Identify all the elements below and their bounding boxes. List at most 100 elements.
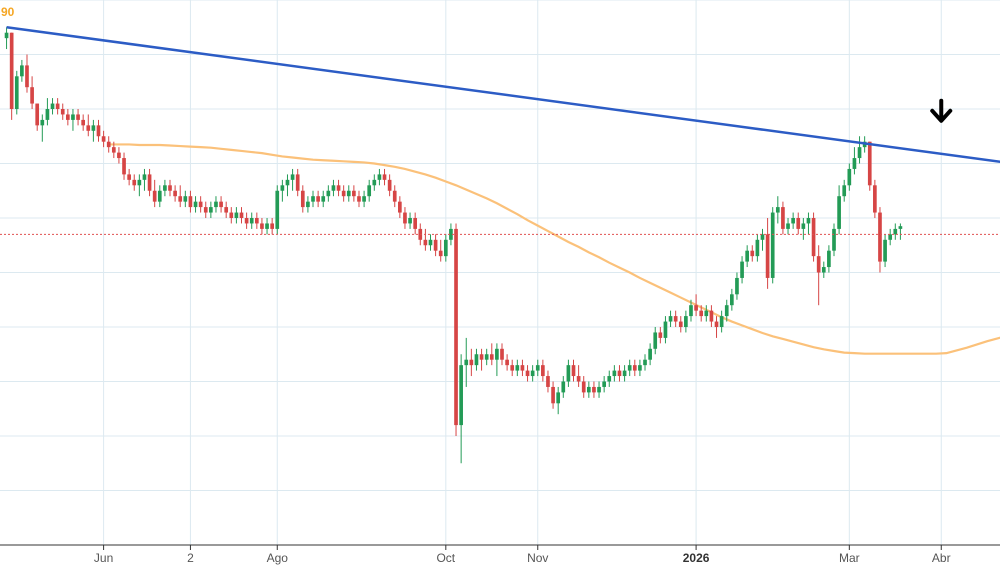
- candle-body: [35, 103, 40, 126]
- candle-body: [280, 185, 285, 191]
- candle-body: [719, 316, 724, 327]
- candle-body: [316, 196, 320, 202]
- candle-body: [285, 179, 290, 186]
- candle-body: [321, 196, 326, 202]
- candle-body: [96, 125, 101, 137]
- candle-body: [464, 359, 469, 366]
- candle-body: [525, 370, 530, 377]
- candle-body: [775, 207, 780, 213]
- candle-body: [352, 190, 356, 197]
- candle-body: [684, 316, 688, 327]
- candle-body: [433, 239, 438, 251]
- candle-body: [786, 223, 790, 229]
- candle-body: [173, 190, 177, 197]
- candle-body: [821, 267, 826, 273]
- candle-body: [520, 365, 525, 371]
- candles-layer: [4, 27, 903, 464]
- candle-body: [117, 152, 121, 159]
- x-tick-label: Oct: [436, 551, 455, 565]
- candle-body: [663, 321, 668, 338]
- candle-body: [403, 212, 407, 224]
- candle-body: [147, 174, 152, 191]
- candle-body: [551, 386, 555, 404]
- candle-body: [653, 332, 658, 349]
- candle-body: [392, 190, 397, 202]
- candle-body: [694, 305, 698, 311]
- candle-body: [101, 136, 106, 142]
- candle-body: [413, 218, 418, 229]
- candle-body: [219, 201, 223, 208]
- candle-body: [198, 201, 203, 208]
- moving-average-line: [108, 143, 1000, 355]
- candle-body: [489, 354, 494, 360]
- candle-body: [372, 179, 377, 186]
- candle-body: [214, 201, 218, 208]
- candle-body: [607, 376, 612, 382]
- candle-body: [515, 365, 520, 371]
- candle-body: [311, 196, 315, 202]
- candle-body: [382, 174, 387, 180]
- candle-body: [142, 174, 147, 180]
- candle-body: [474, 354, 479, 366]
- candle-body: [484, 354, 489, 360]
- candle-body: [362, 196, 366, 202]
- candle-body: [673, 316, 678, 322]
- candle-body: [627, 365, 632, 371]
- candle-body: [71, 114, 75, 120]
- candle-body: [306, 201, 310, 208]
- candle-body: [678, 321, 683, 327]
- candle-body: [157, 190, 162, 202]
- candle-body: [535, 365, 540, 371]
- candle-body: [581, 381, 586, 393]
- x-tick-label: Ago: [267, 551, 289, 565]
- candle-body: [622, 370, 627, 377]
- candle-body: [66, 114, 70, 120]
- candle-body: [883, 239, 887, 262]
- candle-body: [791, 218, 795, 224]
- candle-body: [827, 250, 831, 268]
- candle-body: [9, 32, 14, 110]
- candle-body: [709, 310, 714, 322]
- candle-body: [658, 332, 663, 338]
- candle-body: [602, 381, 606, 387]
- candle-body: [367, 185, 372, 197]
- x-tick-label: 2026: [683, 551, 710, 565]
- candle-body: [873, 185, 877, 213]
- candle-body: [183, 196, 188, 202]
- candle-body: [81, 119, 86, 126]
- candle-body: [597, 386, 601, 393]
- x-tick-label: 2: [187, 551, 194, 565]
- candle-body: [479, 354, 484, 360]
- candle-body: [648, 348, 652, 360]
- candle-body: [290, 174, 295, 180]
- candle-body: [398, 201, 402, 213]
- candle-body: [229, 212, 234, 218]
- x-axis: Jun 2 Ago Oct Nov 2026 Mar Abr: [0, 544, 1000, 565]
- candle-body: [193, 201, 198, 208]
- price-label: 90: [1, 5, 15, 19]
- candle-body: [638, 365, 642, 371]
- candle-body: [586, 386, 591, 393]
- candle-body: [495, 348, 499, 360]
- candle-body: [346, 190, 351, 197]
- candle-body: [25, 65, 29, 88]
- candle-body: [20, 65, 24, 77]
- candle-body: [357, 196, 361, 202]
- candle-body: [632, 365, 637, 371]
- candle-body: [127, 174, 131, 180]
- candle-body: [459, 365, 463, 426]
- candle-body: [735, 277, 739, 295]
- candle-body: [86, 125, 91, 131]
- candle-body: [566, 365, 571, 382]
- candle-body: [847, 168, 852, 186]
- candle-body: [244, 218, 249, 224]
- candle-body: [592, 386, 596, 393]
- trendline: [6, 26, 1000, 164]
- candle-body: [295, 174, 300, 191]
- candle-body: [209, 207, 213, 213]
- candle-body: [546, 376, 550, 387]
- candle-body: [617, 370, 622, 377]
- candle-body: [730, 294, 734, 306]
- candle-body: [755, 239, 760, 257]
- candle-body: [106, 141, 111, 148]
